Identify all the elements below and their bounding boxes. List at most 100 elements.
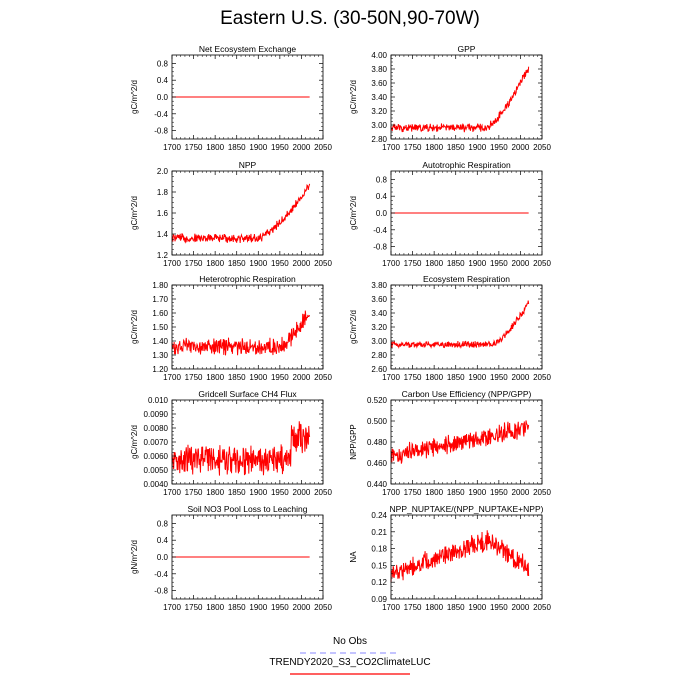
x-tick-label: 2000 <box>293 488 311 497</box>
y-tick-label: 0.460 <box>367 459 388 468</box>
x-tick-label: 1700 <box>382 373 400 382</box>
x-tick-label: 1800 <box>425 259 443 268</box>
x-tick-label: 1800 <box>206 373 224 382</box>
x-tick-label: 1900 <box>249 603 267 612</box>
series-line <box>171 183 311 244</box>
x-tick-label: 2000 <box>293 603 311 612</box>
y-tick-label: 0.0060 <box>144 452 169 461</box>
y-tick-label: 1.70 <box>152 295 168 304</box>
x-tick-label: 1800 <box>206 488 224 497</box>
x-tick-label: 2000 <box>293 143 311 152</box>
x-tick-label: 1850 <box>228 143 246 152</box>
y-tick-label: 1.40 <box>152 337 168 346</box>
y-tick-label: 0.21 <box>371 528 387 537</box>
x-tick-label: 1700 <box>163 488 181 497</box>
plot-frame <box>390 54 543 140</box>
y-tick-label: 0.500 <box>367 417 388 426</box>
y-tick-label: 2.80 <box>371 135 387 144</box>
series-line <box>390 300 530 350</box>
y-tick-label: 1.30 <box>152 351 168 360</box>
x-tick-label: 2050 <box>314 603 332 612</box>
y-axis-label: gC/m^2/d <box>130 310 139 344</box>
y-axis-label: gC/m^2/d <box>130 425 139 459</box>
y-tick-label: -0.4 <box>154 110 168 119</box>
x-tick-label: 2000 <box>512 488 530 497</box>
x-tick-label: 1950 <box>271 259 289 268</box>
x-tick-label: 2000 <box>512 603 530 612</box>
x-tick-label: 1900 <box>249 143 267 152</box>
y-axis-label: gC/m^2/d <box>130 80 139 114</box>
x-tick-label: 2000 <box>512 143 530 152</box>
panel-title: Gridcell Surface CH4 Flux <box>198 389 297 399</box>
y-axis-label: gC/m^2/d <box>349 196 358 230</box>
series-line <box>390 66 530 133</box>
y-tick-label: 1.4 <box>157 230 169 239</box>
panel-title: NPP <box>239 160 257 170</box>
y-tick-label: -0.8 <box>154 587 168 596</box>
x-tick-label: 1950 <box>271 603 289 612</box>
series-line <box>171 310 311 356</box>
plot-frame <box>171 170 324 256</box>
y-tick-label: 0.0090 <box>144 410 169 419</box>
y-tick-label: 0.0 <box>157 93 169 102</box>
x-tick-label: 2050 <box>314 373 332 382</box>
y-tick-label: 2.60 <box>371 365 387 374</box>
legend-line-trendy <box>290 673 410 675</box>
x-tick-label: 2050 <box>314 488 332 497</box>
x-tick-label: 1900 <box>249 373 267 382</box>
panel-title: Carbon Use Efficiency (NPP/GPP) <box>402 389 532 399</box>
x-tick-label: 1750 <box>404 259 422 268</box>
legend-label-trendy: TRENDY2020_S3_CO2ClimateLUC <box>269 657 431 668</box>
panel-title: Heterotrophic Respiration <box>199 274 296 284</box>
y-tick-label: 3.00 <box>371 337 387 346</box>
y-axis-label: gC/m^2/d <box>130 196 139 230</box>
x-tick-label: 1950 <box>490 488 508 497</box>
y-tick-label: 0.12 <box>371 578 387 587</box>
y-tick-label: 0.480 <box>367 438 388 447</box>
x-tick-label: 1950 <box>271 143 289 152</box>
y-tick-label: 0.8 <box>157 519 169 528</box>
x-tick-label: 1950 <box>490 373 508 382</box>
x-tick-label: 1750 <box>185 143 203 152</box>
x-tick-label: 1850 <box>228 488 246 497</box>
x-tick-label: 1900 <box>468 373 486 382</box>
y-tick-label: 0.8 <box>157 59 169 68</box>
x-tick-label: 1750 <box>404 603 422 612</box>
x-tick-label: 2000 <box>293 259 311 268</box>
chart-panel-6: Ecosystem Respiration gC/m^2/d 1700 1750 180… <box>349 274 551 382</box>
y-tick-label: 0.0070 <box>144 438 169 447</box>
x-tick-label: 2050 <box>314 143 332 152</box>
legend-line-no-obs <box>300 652 400 654</box>
y-tick-label: -0.8 <box>373 243 387 252</box>
y-tick-label: 0.0080 <box>144 424 169 433</box>
chart-panel-5: Heterotrophic Respiration gC/m^2/d 1700 175… <box>130 274 332 382</box>
x-tick-label: 2050 <box>533 488 551 497</box>
y-tick-label: 1.8 <box>157 188 169 197</box>
series-line <box>171 421 311 476</box>
x-tick-label: 2000 <box>512 259 530 268</box>
x-tick-label: 1950 <box>271 488 289 497</box>
x-tick-label: 1850 <box>447 143 465 152</box>
y-tick-label: 1.60 <box>152 309 168 318</box>
y-axis-label: gC/m^2/d <box>349 310 358 344</box>
y-axis-label: NPP/GPP <box>349 424 358 460</box>
y-tick-label: 0.0050 <box>144 466 169 475</box>
y-tick-label: 0.15 <box>371 561 387 570</box>
x-tick-label: 1800 <box>425 143 443 152</box>
x-tick-label: 1750 <box>404 373 422 382</box>
series-line <box>390 420 530 464</box>
panel-title: Ecosystem Respiration <box>423 274 510 284</box>
y-tick-label: 0.4 <box>157 536 169 545</box>
y-tick-label: 3.20 <box>371 323 387 332</box>
chart-panel-7: Gridcell Surface CH4 Flux gC/m^2/d 1700 175… <box>130 389 332 497</box>
x-tick-label: 1900 <box>468 259 486 268</box>
chart-panel-8: Carbon Use Efficiency (NPP/GPP) NPP/GPP 17… <box>349 389 551 497</box>
y-axis-label: gC/m^2/d <box>349 80 358 114</box>
y-tick-label: 0.4 <box>157 76 169 85</box>
